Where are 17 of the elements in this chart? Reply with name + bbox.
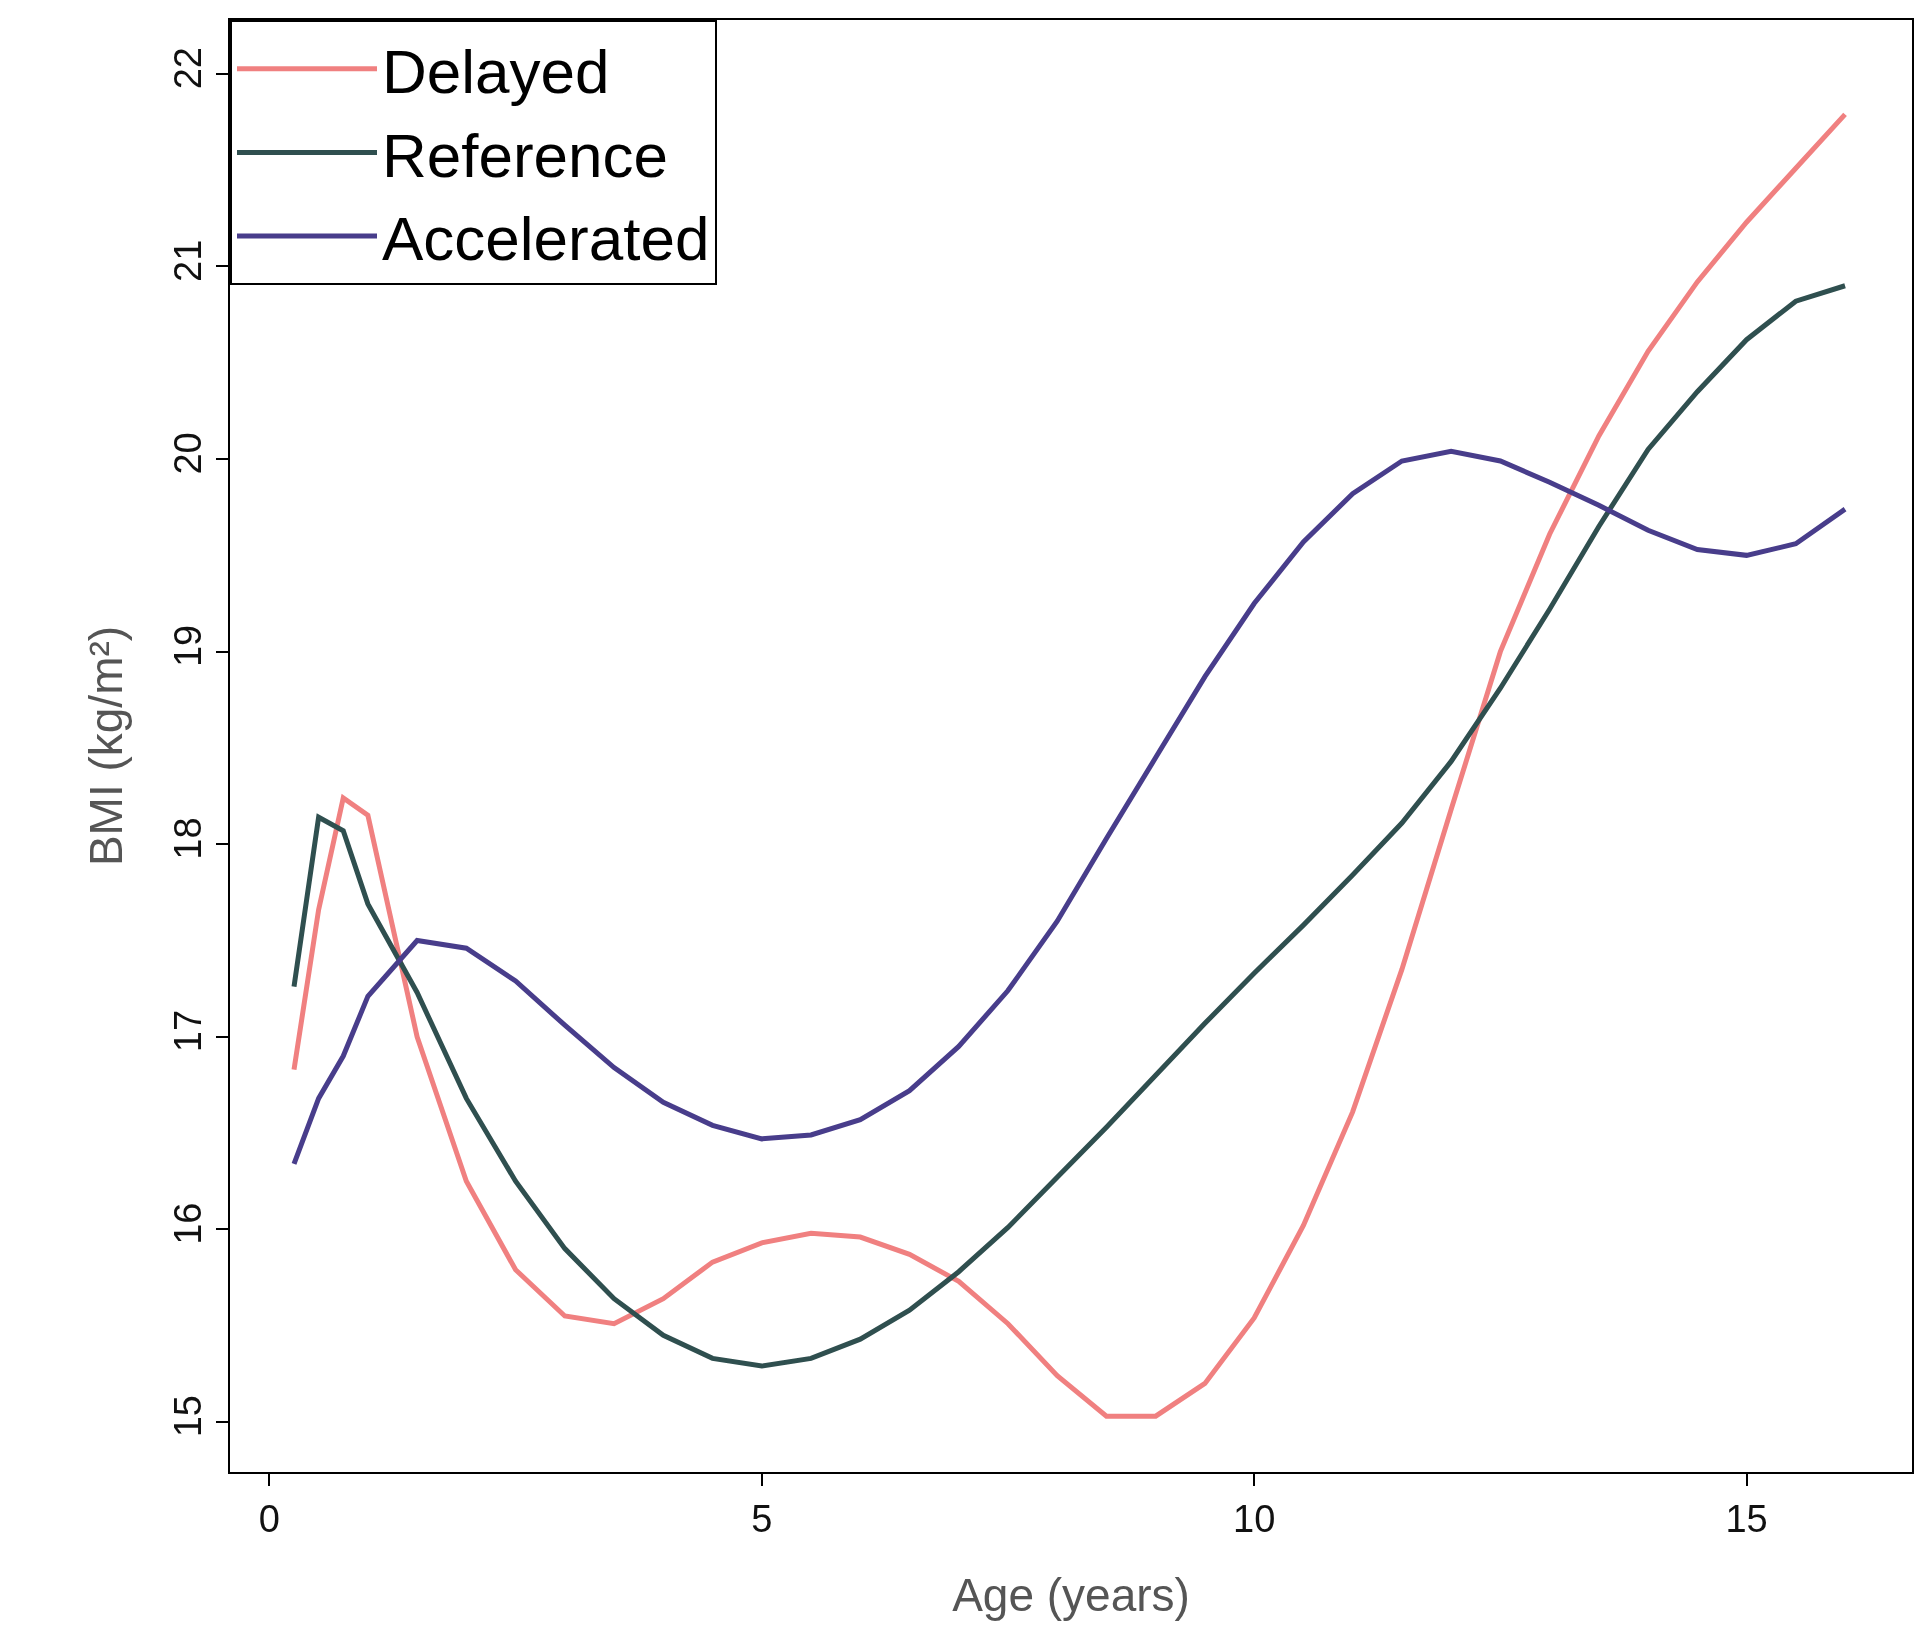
y-tick-label: 17 xyxy=(166,1009,209,1053)
y-tick-label: 18 xyxy=(166,817,209,860)
x-tick-label: 15 xyxy=(1725,1497,1768,1540)
x-tick-label: 10 xyxy=(1233,1497,1276,1540)
y-tick-label: 21 xyxy=(166,239,209,282)
y-tick-label: 22 xyxy=(166,47,209,90)
x-axis-title: Age (years) xyxy=(952,1568,1190,1621)
x-tick-label: 0 xyxy=(258,1497,280,1540)
legend-label: Delayed xyxy=(382,36,610,106)
y-axis-title: BMI (kg/m²) xyxy=(79,625,132,867)
y-tick-label: 20 xyxy=(166,432,209,475)
x-tick-label: 5 xyxy=(751,1497,773,1540)
y-tick-label: 15 xyxy=(166,1395,209,1438)
y-tick-label: 19 xyxy=(166,624,209,668)
y-tick-label: 16 xyxy=(166,1202,209,1245)
legend-label: Reference xyxy=(382,120,669,190)
legend-label: Accelerated xyxy=(382,204,710,274)
